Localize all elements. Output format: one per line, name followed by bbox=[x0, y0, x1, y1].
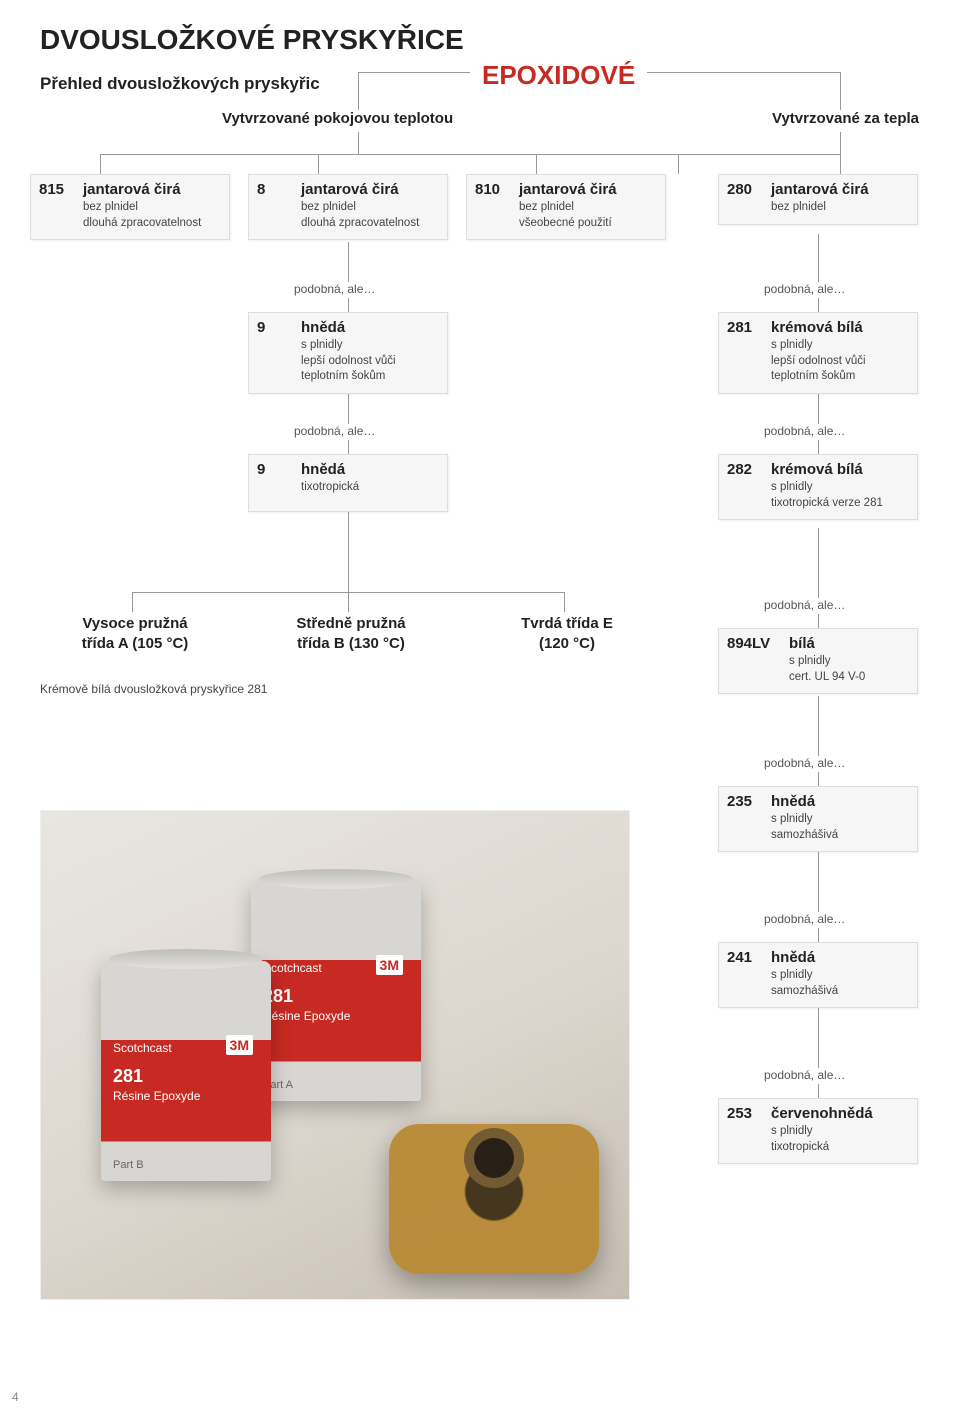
card-desc: s plnidly tixotropická bbox=[771, 1124, 909, 1155]
card-code: 253 bbox=[727, 1105, 759, 1122]
card-241: 241 hnědá s plnidly samozhášivá bbox=[718, 942, 918, 1008]
card-code: 815 bbox=[39, 181, 71, 198]
card-desc: bez plnidel všeobecné použití bbox=[519, 200, 657, 231]
product-photo: Scotchcast 3M 281 Résine Epoxyde Part A … bbox=[40, 810, 630, 1300]
class-a: Vysoce pružná třída A (105 °C) bbox=[60, 614, 210, 655]
card-desc: bez plnidel dlouhá zpracovatelnost bbox=[301, 200, 439, 231]
card-desc: s plnidly cert. UL 94 V-0 bbox=[789, 654, 909, 685]
card-label: krémová bílá bbox=[771, 461, 863, 478]
can-number: 281 bbox=[113, 1066, 143, 1087]
class-sub: (120 °C) bbox=[492, 634, 642, 654]
card-8: 8 jantarová čirá bez plnidel dlouhá zprac… bbox=[248, 174, 448, 240]
page-number: 4 bbox=[12, 1390, 19, 1404]
card-desc: s plnidly samozhášivá bbox=[771, 812, 909, 843]
similar-label: podobná, ale… bbox=[762, 912, 847, 926]
card-894lv: 894LV bílá s plnidly cert. UL 94 V-0 bbox=[718, 628, 918, 694]
card-label: červenohnědá bbox=[771, 1105, 873, 1122]
card-282: 282 krémová bílá s plnidly tixotropická v… bbox=[718, 454, 918, 520]
card-desc: s plnidly samozhášivá bbox=[771, 968, 909, 999]
similar-label: podobná, ale… bbox=[762, 756, 847, 770]
can-brand: Scotchcast bbox=[113, 1041, 172, 1055]
class-title: Vysoce pružná bbox=[60, 614, 210, 634]
class-title: Tvrdá třída E bbox=[492, 614, 642, 634]
card-code: 281 bbox=[727, 319, 759, 336]
card-code: 282 bbox=[727, 461, 759, 478]
card-9-a: 9 hnědá s plnidly lepší odolnost vůči tep… bbox=[248, 312, 448, 394]
card-desc: s plnidly lepší odolnost vůči teplotním … bbox=[771, 338, 909, 385]
card-code: 235 bbox=[727, 793, 759, 810]
can-logo-icon: 3M bbox=[226, 1035, 253, 1055]
branch-left-label: Vytvrzované pokojovou teplotou bbox=[218, 110, 457, 127]
card-label: jantarová čirá bbox=[301, 181, 399, 198]
card-9-b: 9 hnědá tixotropická bbox=[248, 454, 448, 512]
card-desc: s plnidly lepší odolnost vůči teplotním … bbox=[301, 338, 439, 385]
card-code: 894LV bbox=[727, 635, 777, 652]
can-resin: Résine Epoxyde bbox=[113, 1089, 200, 1103]
similar-label: podobná, ale… bbox=[762, 424, 847, 438]
similar-label: podobná, ale… bbox=[292, 282, 377, 296]
card-label: jantarová čirá bbox=[771, 181, 869, 198]
card-desc: tixotropická bbox=[301, 480, 439, 496]
card-label: jantarová čirá bbox=[519, 181, 617, 198]
class-b: Středně pružná třída B (130 °C) bbox=[276, 614, 426, 655]
card-810: 810 jantarová čirá bez plnidel všeobecné … bbox=[466, 174, 666, 240]
card-code: 280 bbox=[727, 181, 759, 198]
card-code: 8 bbox=[257, 181, 289, 198]
card-desc: s plnidly tixotropická verze 281 bbox=[771, 480, 909, 511]
class-e: Tvrdá třída E (120 °C) bbox=[492, 614, 642, 655]
card-label: jantarová čirá bbox=[83, 181, 181, 198]
card-desc: bez plnidel dlouhá zpracovatelnost bbox=[83, 200, 221, 231]
can-resin: Résine Epoxyde bbox=[263, 1009, 350, 1023]
card-label: hnědá bbox=[771, 949, 815, 966]
card-label: hnědá bbox=[771, 793, 815, 810]
similar-label: podobná, ale… bbox=[762, 1068, 847, 1082]
page-title: DVOUSLOŽKOVÉ PRYSKYŘICE bbox=[40, 24, 920, 56]
card-code: 9 bbox=[257, 319, 289, 336]
card-235: 235 hnědá s plnidly samozhášivá bbox=[718, 786, 918, 852]
class-sub: třída B (130 °C) bbox=[276, 634, 426, 654]
can-part: Part B bbox=[113, 1159, 144, 1171]
similar-label: podobná, ale… bbox=[292, 424, 377, 438]
card-label: bílá bbox=[789, 635, 815, 652]
card-280: 280 jantarová čirá bez plnidel bbox=[718, 174, 918, 225]
resin-coil-icon bbox=[389, 1124, 599, 1274]
similar-label: podobná, ale… bbox=[762, 598, 847, 612]
card-label: hnědá bbox=[301, 319, 345, 336]
can-logo-icon: 3M bbox=[376, 955, 403, 975]
class-sub: třída A (105 °C) bbox=[60, 634, 210, 654]
card-281: 281 krémová bílá s plnidly lepší odolnost… bbox=[718, 312, 918, 394]
card-code: 241 bbox=[727, 949, 759, 966]
card-815: 815 jantarová čirá bez plnidel dlouhá zpr… bbox=[30, 174, 230, 240]
card-code: 9 bbox=[257, 461, 289, 478]
card-253: 253 červenohnědá s plnidly tixotropická bbox=[718, 1098, 918, 1164]
epox-label: EPOXIDOVÉ bbox=[470, 56, 647, 95]
class-title: Středně pružná bbox=[276, 614, 426, 634]
photo-caption: Krémově bílá dvousložková pryskyřice 281 bbox=[40, 682, 267, 696]
card-desc: bez plnidel bbox=[771, 200, 909, 216]
card-label: hnědá bbox=[301, 461, 345, 478]
card-code: 810 bbox=[475, 181, 507, 198]
card-label: krémová bílá bbox=[771, 319, 863, 336]
similar-label: podobná, ale… bbox=[762, 282, 847, 296]
branch-right-label: Vytvrzované za tepla bbox=[768, 110, 923, 127]
can-brand: Scotchcast bbox=[263, 961, 322, 975]
